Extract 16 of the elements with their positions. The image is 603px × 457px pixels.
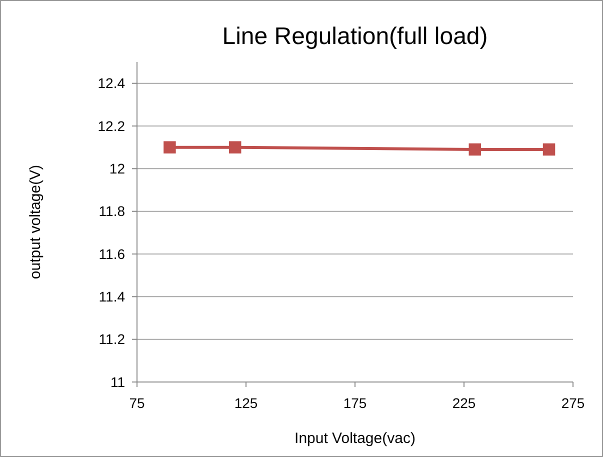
x-tick-label: 275 xyxy=(561,395,585,411)
y-tick-label: 11.2 xyxy=(98,331,126,348)
x-tick-label: 75 xyxy=(129,395,145,411)
x-tick-label: 125 xyxy=(234,395,258,411)
y-tick-label: 12.4 xyxy=(98,75,126,92)
x-tick-label: 225 xyxy=(452,395,476,411)
y-tick-label: 12.2 xyxy=(98,118,126,134)
y-tick-label: 11.8 xyxy=(98,203,126,220)
y-tick-label: 11.4 xyxy=(98,288,126,305)
y-tick-label: 12 xyxy=(109,160,126,177)
chart-title: Line Regulation(full load) xyxy=(222,23,488,50)
y-tick-label: 11 xyxy=(110,374,126,390)
y-axis-title: output voltage(V) xyxy=(27,164,44,280)
y-tick-label: 11.6 xyxy=(98,246,126,262)
x-axis-title: Input Voltage(vac) xyxy=(294,430,416,447)
x-tick-label: 175 xyxy=(343,395,367,411)
